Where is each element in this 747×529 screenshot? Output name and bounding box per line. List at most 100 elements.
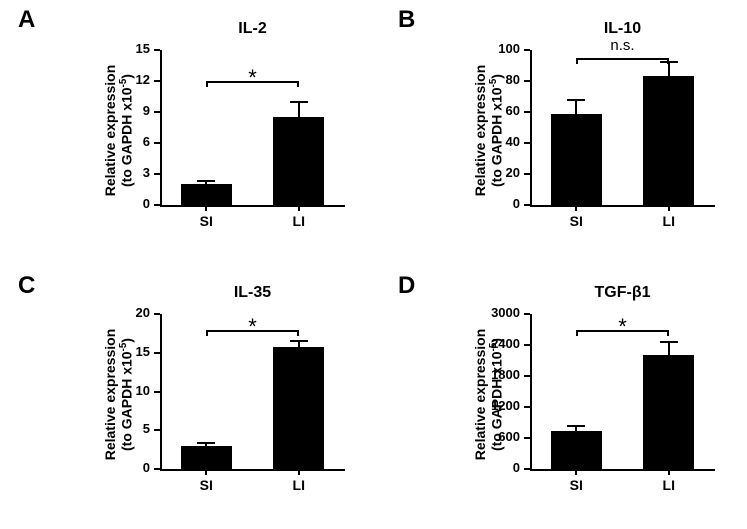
y-tick-label: 20 (476, 165, 520, 180)
error-cap (567, 99, 585, 101)
y-tick-label: 0 (476, 196, 520, 211)
error-bar (668, 62, 670, 76)
y-tick (524, 437, 530, 439)
y-tick (154, 142, 160, 144)
bar-a-1 (273, 117, 324, 205)
x-tick-label: LI (269, 477, 329, 493)
x-tick (205, 469, 207, 475)
y-tick (154, 429, 160, 431)
error-cap (660, 341, 678, 343)
bar-d-0 (551, 431, 602, 469)
x-tick-label: SI (546, 213, 606, 229)
y-tick-label: 9 (106, 103, 150, 118)
significance-tick (297, 330, 299, 336)
y-axis-b (530, 50, 532, 205)
x-tick-label: SI (176, 213, 236, 229)
x-tick (205, 205, 207, 211)
y-tick (154, 111, 160, 113)
y-tick-label: 60 (476, 103, 520, 118)
y-tick-label: 3000 (476, 305, 520, 320)
significance-label: * (223, 67, 283, 89)
y-tick-label: 0 (106, 460, 150, 475)
error-cap (567, 425, 585, 427)
error-cap (197, 180, 215, 182)
y-tick (154, 313, 160, 315)
y-tick (524, 142, 530, 144)
bar-b-0 (551, 114, 602, 205)
y-tick (154, 49, 160, 51)
y-tick (524, 204, 530, 206)
y-tick (154, 173, 160, 175)
x-axis-a (160, 205, 345, 207)
y-tick-label: 15 (106, 344, 150, 359)
panel-label-b: B (398, 6, 415, 34)
y-tick-label: 10 (106, 383, 150, 398)
x-tick (298, 205, 300, 211)
chart-title-c: IL-35 (160, 284, 345, 302)
y-tick-label: 600 (476, 429, 520, 444)
y-tick (524, 111, 530, 113)
significance-label: * (593, 316, 653, 338)
y-tick (524, 344, 530, 346)
x-tick (575, 469, 577, 475)
y-tick-label: 15 (106, 41, 150, 56)
y-tick (524, 406, 530, 408)
bar-c-0 (181, 446, 232, 469)
error-cap (290, 101, 308, 103)
figure-root: AIL-2Relative expression(to GAPDH x10-5)… (0, 0, 747, 529)
y-tick (154, 468, 160, 470)
x-tick-label: LI (639, 477, 699, 493)
error-bar (668, 342, 670, 355)
y-tick-label: 0 (476, 460, 520, 475)
significance-tick (576, 58, 578, 64)
significance-tick (297, 81, 299, 87)
y-tick (524, 313, 530, 315)
error-bar (575, 100, 577, 114)
panel-label-a: A (18, 6, 35, 34)
panel-label-c: C (18, 272, 35, 300)
chart-title-a: IL-2 (160, 20, 345, 38)
y-axis-d (530, 314, 532, 469)
y-tick-label: 6 (106, 134, 150, 149)
x-axis-b (530, 205, 715, 207)
error-bar (298, 102, 300, 118)
y-tick-label: 20 (106, 305, 150, 320)
y-tick-label: 40 (476, 134, 520, 149)
y-tick-label: 1800 (476, 367, 520, 382)
significance-tick (206, 330, 208, 336)
significance-label: n.s. (593, 38, 653, 53)
y-tick-label: 3 (106, 165, 150, 180)
y-tick (524, 49, 530, 51)
y-tick-label: 80 (476, 72, 520, 87)
significance-tick (206, 81, 208, 87)
chart-title-b: IL-10 (530, 20, 715, 38)
y-tick-label: 5 (106, 421, 150, 436)
bar-c-1 (273, 347, 324, 469)
y-tick-label: 12 (106, 72, 150, 87)
x-tick-label: SI (176, 477, 236, 493)
x-tick (668, 469, 670, 475)
y-tick (524, 80, 530, 82)
x-tick-label: LI (639, 213, 699, 229)
significance-tick (576, 330, 578, 336)
error-cap (290, 340, 308, 342)
x-tick (668, 205, 670, 211)
significance-label: * (223, 316, 283, 338)
panel-label-d: D (398, 272, 415, 300)
x-tick-label: LI (269, 213, 329, 229)
significance-line (576, 58, 669, 60)
significance-tick (667, 330, 669, 336)
y-axis-a (160, 50, 162, 205)
significance-tick (667, 58, 669, 64)
bar-b-1 (643, 76, 694, 205)
y-tick (524, 173, 530, 175)
y-tick (154, 391, 160, 393)
error-cap (197, 442, 215, 444)
y-tick (154, 352, 160, 354)
x-tick-label: SI (546, 477, 606, 493)
y-tick (154, 204, 160, 206)
y-tick (524, 375, 530, 377)
y-tick-label: 100 (476, 41, 520, 56)
y-tick (154, 80, 160, 82)
bar-d-1 (643, 355, 694, 469)
